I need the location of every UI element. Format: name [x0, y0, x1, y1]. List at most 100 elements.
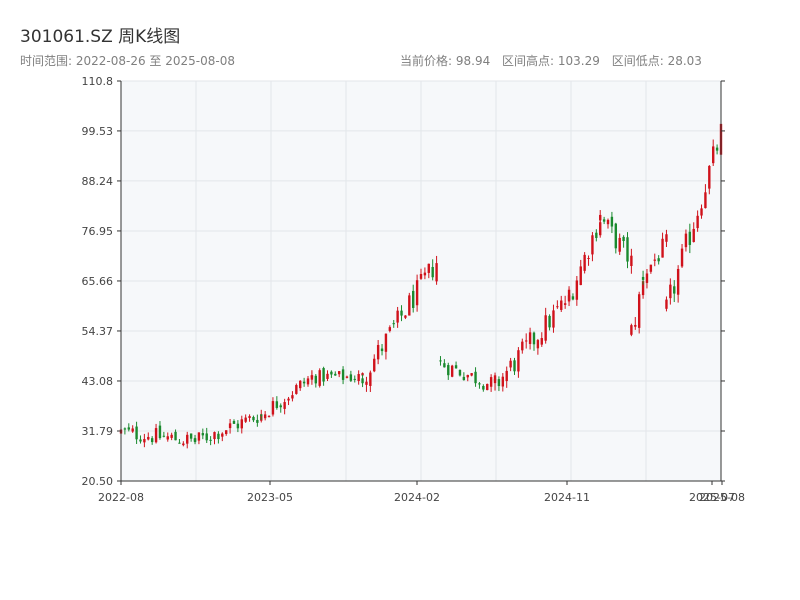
candle-up — [544, 315, 547, 341]
candle-up — [408, 295, 411, 316]
candle-up — [645, 273, 649, 283]
candle-down — [400, 310, 403, 316]
candle-up — [540, 338, 543, 345]
candle-up — [470, 373, 473, 376]
candle-down — [626, 237, 629, 262]
candle-up — [154, 428, 158, 443]
candle-down — [439, 360, 442, 362]
candle-up — [637, 294, 641, 328]
candle-up — [563, 303, 567, 305]
candle-up — [489, 377, 493, 387]
candle-down — [447, 365, 450, 376]
candle-up — [552, 310, 555, 328]
candle-up — [283, 402, 286, 409]
candle-up — [384, 333, 388, 352]
candle-down — [458, 369, 462, 376]
candle-up — [326, 373, 329, 379]
candle-down — [478, 383, 481, 385]
x-tick-label: 2022-08 — [98, 491, 144, 504]
candle-up — [271, 401, 275, 415]
candle-up — [591, 235, 594, 255]
candle-up — [228, 423, 232, 429]
candle-up — [700, 208, 703, 216]
candle-down — [178, 442, 181, 444]
candle-down — [673, 286, 676, 294]
range-low: 区间低点: 28.03 — [611, 54, 702, 68]
candle-up — [630, 325, 633, 335]
candle-up — [244, 417, 247, 422]
y-tick-label: 43.08 — [82, 375, 114, 388]
chart-title: 301061.SZ 周K线图 — [20, 27, 181, 47]
candle-up — [415, 280, 419, 306]
candle-up — [708, 165, 711, 189]
candle-up — [517, 350, 520, 372]
candle-up — [143, 438, 146, 443]
candle-up — [692, 228, 695, 242]
candle-down — [150, 438, 154, 443]
candle-down — [341, 369, 345, 380]
candle-up — [509, 360, 512, 368]
candle-up — [197, 432, 201, 441]
candle-up — [536, 340, 540, 349]
candle-down — [162, 435, 166, 437]
candle-up — [661, 238, 664, 258]
candle-up — [712, 146, 715, 164]
candle-down — [614, 223, 618, 249]
candle-down — [610, 216, 614, 227]
candle-up — [419, 274, 423, 279]
candle-up — [357, 374, 360, 382]
candle-up — [310, 375, 314, 378]
candle-down — [548, 315, 551, 328]
candle-up — [295, 385, 298, 394]
candle-up — [704, 192, 707, 209]
candle-up — [587, 257, 590, 259]
candle-up — [240, 419, 243, 429]
candle-down — [392, 323, 395, 325]
candle-up — [267, 415, 271, 417]
candle-up — [567, 295, 571, 302]
candle-up — [680, 248, 684, 267]
range-high: 区间高点: 103.29 — [502, 54, 600, 68]
x-tick-label: 2024-11 — [544, 491, 590, 504]
candle-up — [369, 372, 372, 386]
candle-down — [322, 368, 325, 382]
candle-down — [334, 373, 337, 376]
candle-up — [575, 280, 579, 300]
candle-up — [669, 284, 672, 299]
candle-up — [665, 234, 668, 242]
candle-up — [291, 395, 294, 399]
candle-down — [189, 433, 193, 439]
x-tick-label: 2023-05 — [247, 491, 293, 504]
candle-down — [532, 332, 536, 345]
candle-up — [166, 436, 169, 440]
candle-down — [193, 438, 197, 442]
candle-up — [186, 434, 189, 444]
candle-down — [260, 414, 263, 416]
candle-down — [217, 433, 220, 440]
candle-up — [634, 324, 637, 327]
x-tick-label: 2025-07 — [689, 491, 735, 504]
candle-up — [676, 268, 680, 295]
candle-down — [123, 428, 127, 430]
y-tick-label: 110.8 — [82, 75, 114, 88]
candle-up — [224, 430, 228, 435]
candle-up — [221, 433, 224, 437]
candle-up — [649, 264, 653, 272]
candle-up — [131, 428, 134, 432]
y-tick-label: 88.24 — [82, 175, 114, 188]
candle-down — [412, 290, 415, 308]
candle-down — [462, 376, 466, 381]
candle-up — [641, 281, 645, 296]
candle-up — [466, 374, 469, 378]
candle-down — [622, 236, 625, 242]
candle-up — [556, 306, 559, 308]
candle-down — [279, 405, 282, 408]
candle-up — [435, 263, 438, 282]
candle-up — [524, 340, 528, 342]
candle-down — [135, 426, 138, 440]
candle-up — [337, 371, 341, 375]
candle-up — [630, 255, 633, 267]
candle-down — [158, 425, 162, 439]
candle-down — [361, 378, 364, 384]
